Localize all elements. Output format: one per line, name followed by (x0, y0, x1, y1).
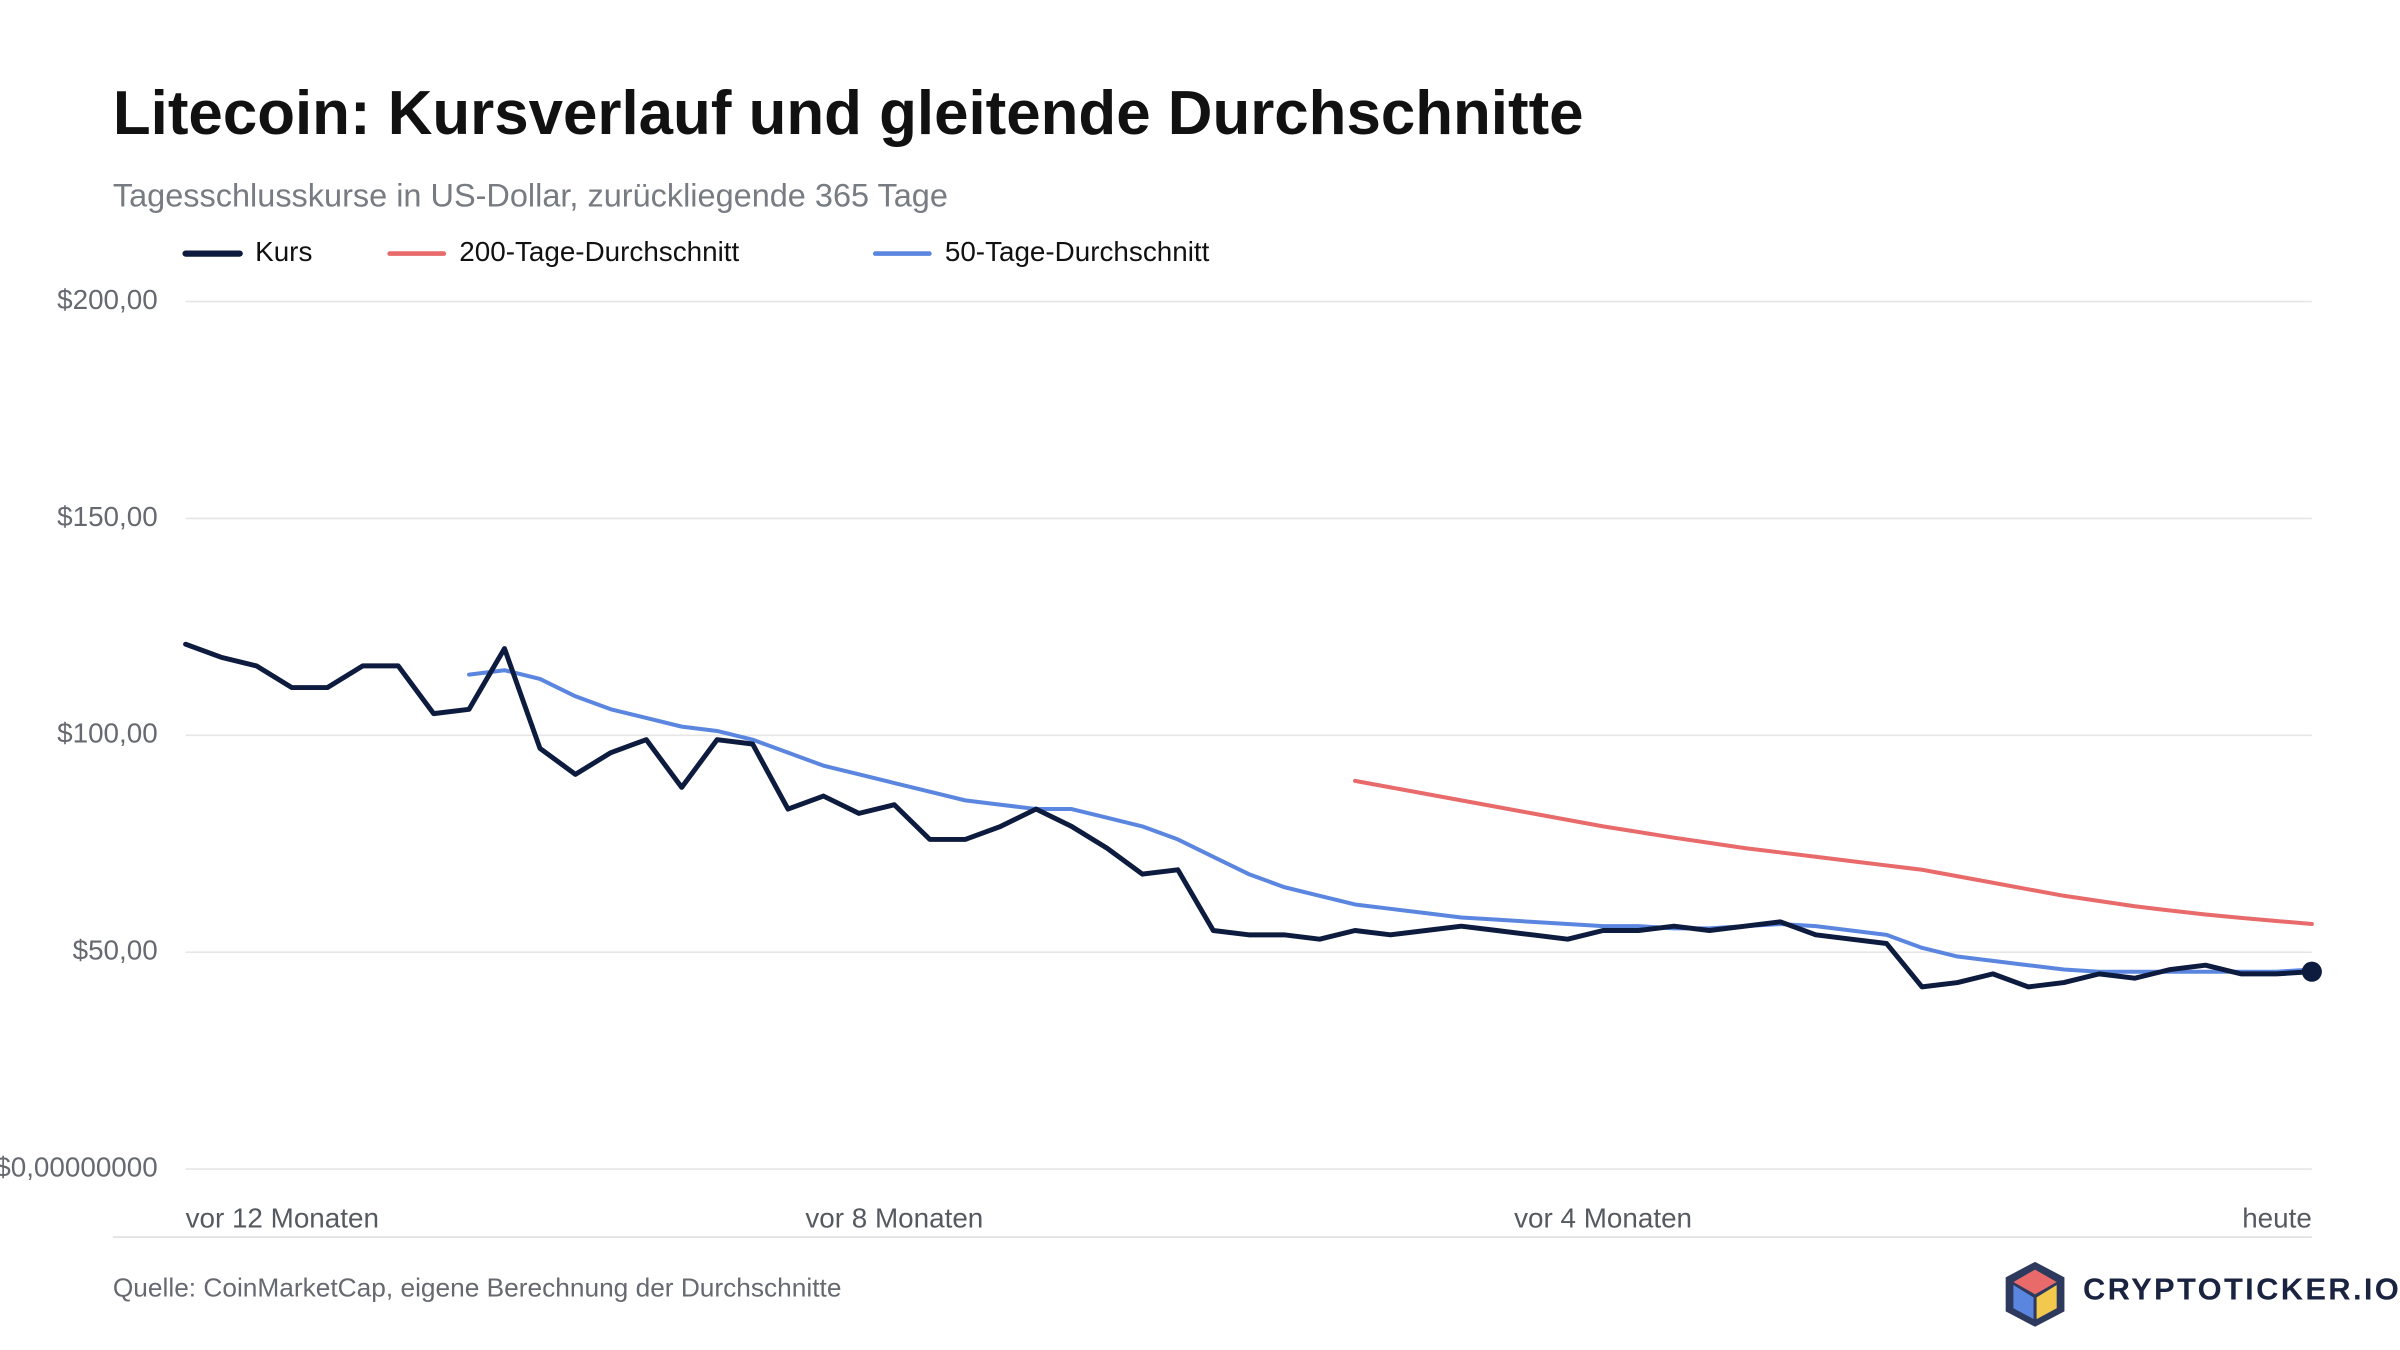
y-tick-label: $100,00 (57, 718, 158, 749)
x-tick-label: vor 8 Monaten (805, 1202, 983, 1233)
x-tick-label: vor 12 Monaten (186, 1202, 379, 1233)
chart-title: Litecoin: Kursverlauf und gleitende Durc… (113, 79, 1584, 148)
series-line (183, 641, 2315, 990)
last-point (2301, 961, 2322, 982)
series-line (467, 668, 2314, 974)
brand-name: CRYPTOTICKER.IO (2083, 1271, 2400, 1306)
legend-label: 50-Tage-Durchschnitt (945, 236, 1210, 267)
y-tick-label: $200,00 (57, 284, 158, 315)
legend-label: 200-Tage-Durchschnitt (459, 236, 739, 267)
logo-face (2013, 1269, 2057, 1295)
legend-label: Kurs (255, 236, 312, 267)
source-note: Quelle: CoinMarketCap, eigene Berechnung… (113, 1273, 842, 1303)
y-tick-label: $0,00000000 (0, 1151, 158, 1182)
chart-subtitle: Tagesschlusskurse in US-Dollar, zurückli… (113, 178, 948, 214)
y-tick-label: $150,00 (57, 501, 158, 532)
y-tick-label: $50,00 (73, 935, 158, 966)
brand-logo: CRYPTOTICKER.IO (2005, 1261, 2400, 1327)
series-line (1353, 778, 2314, 927)
x-tick-label: vor 4 Monaten (1514, 1202, 1692, 1233)
logo-face (2036, 1285, 2057, 1320)
x-tick-label: heute (2242, 1202, 2312, 1233)
logo-face (2013, 1285, 2034, 1320)
